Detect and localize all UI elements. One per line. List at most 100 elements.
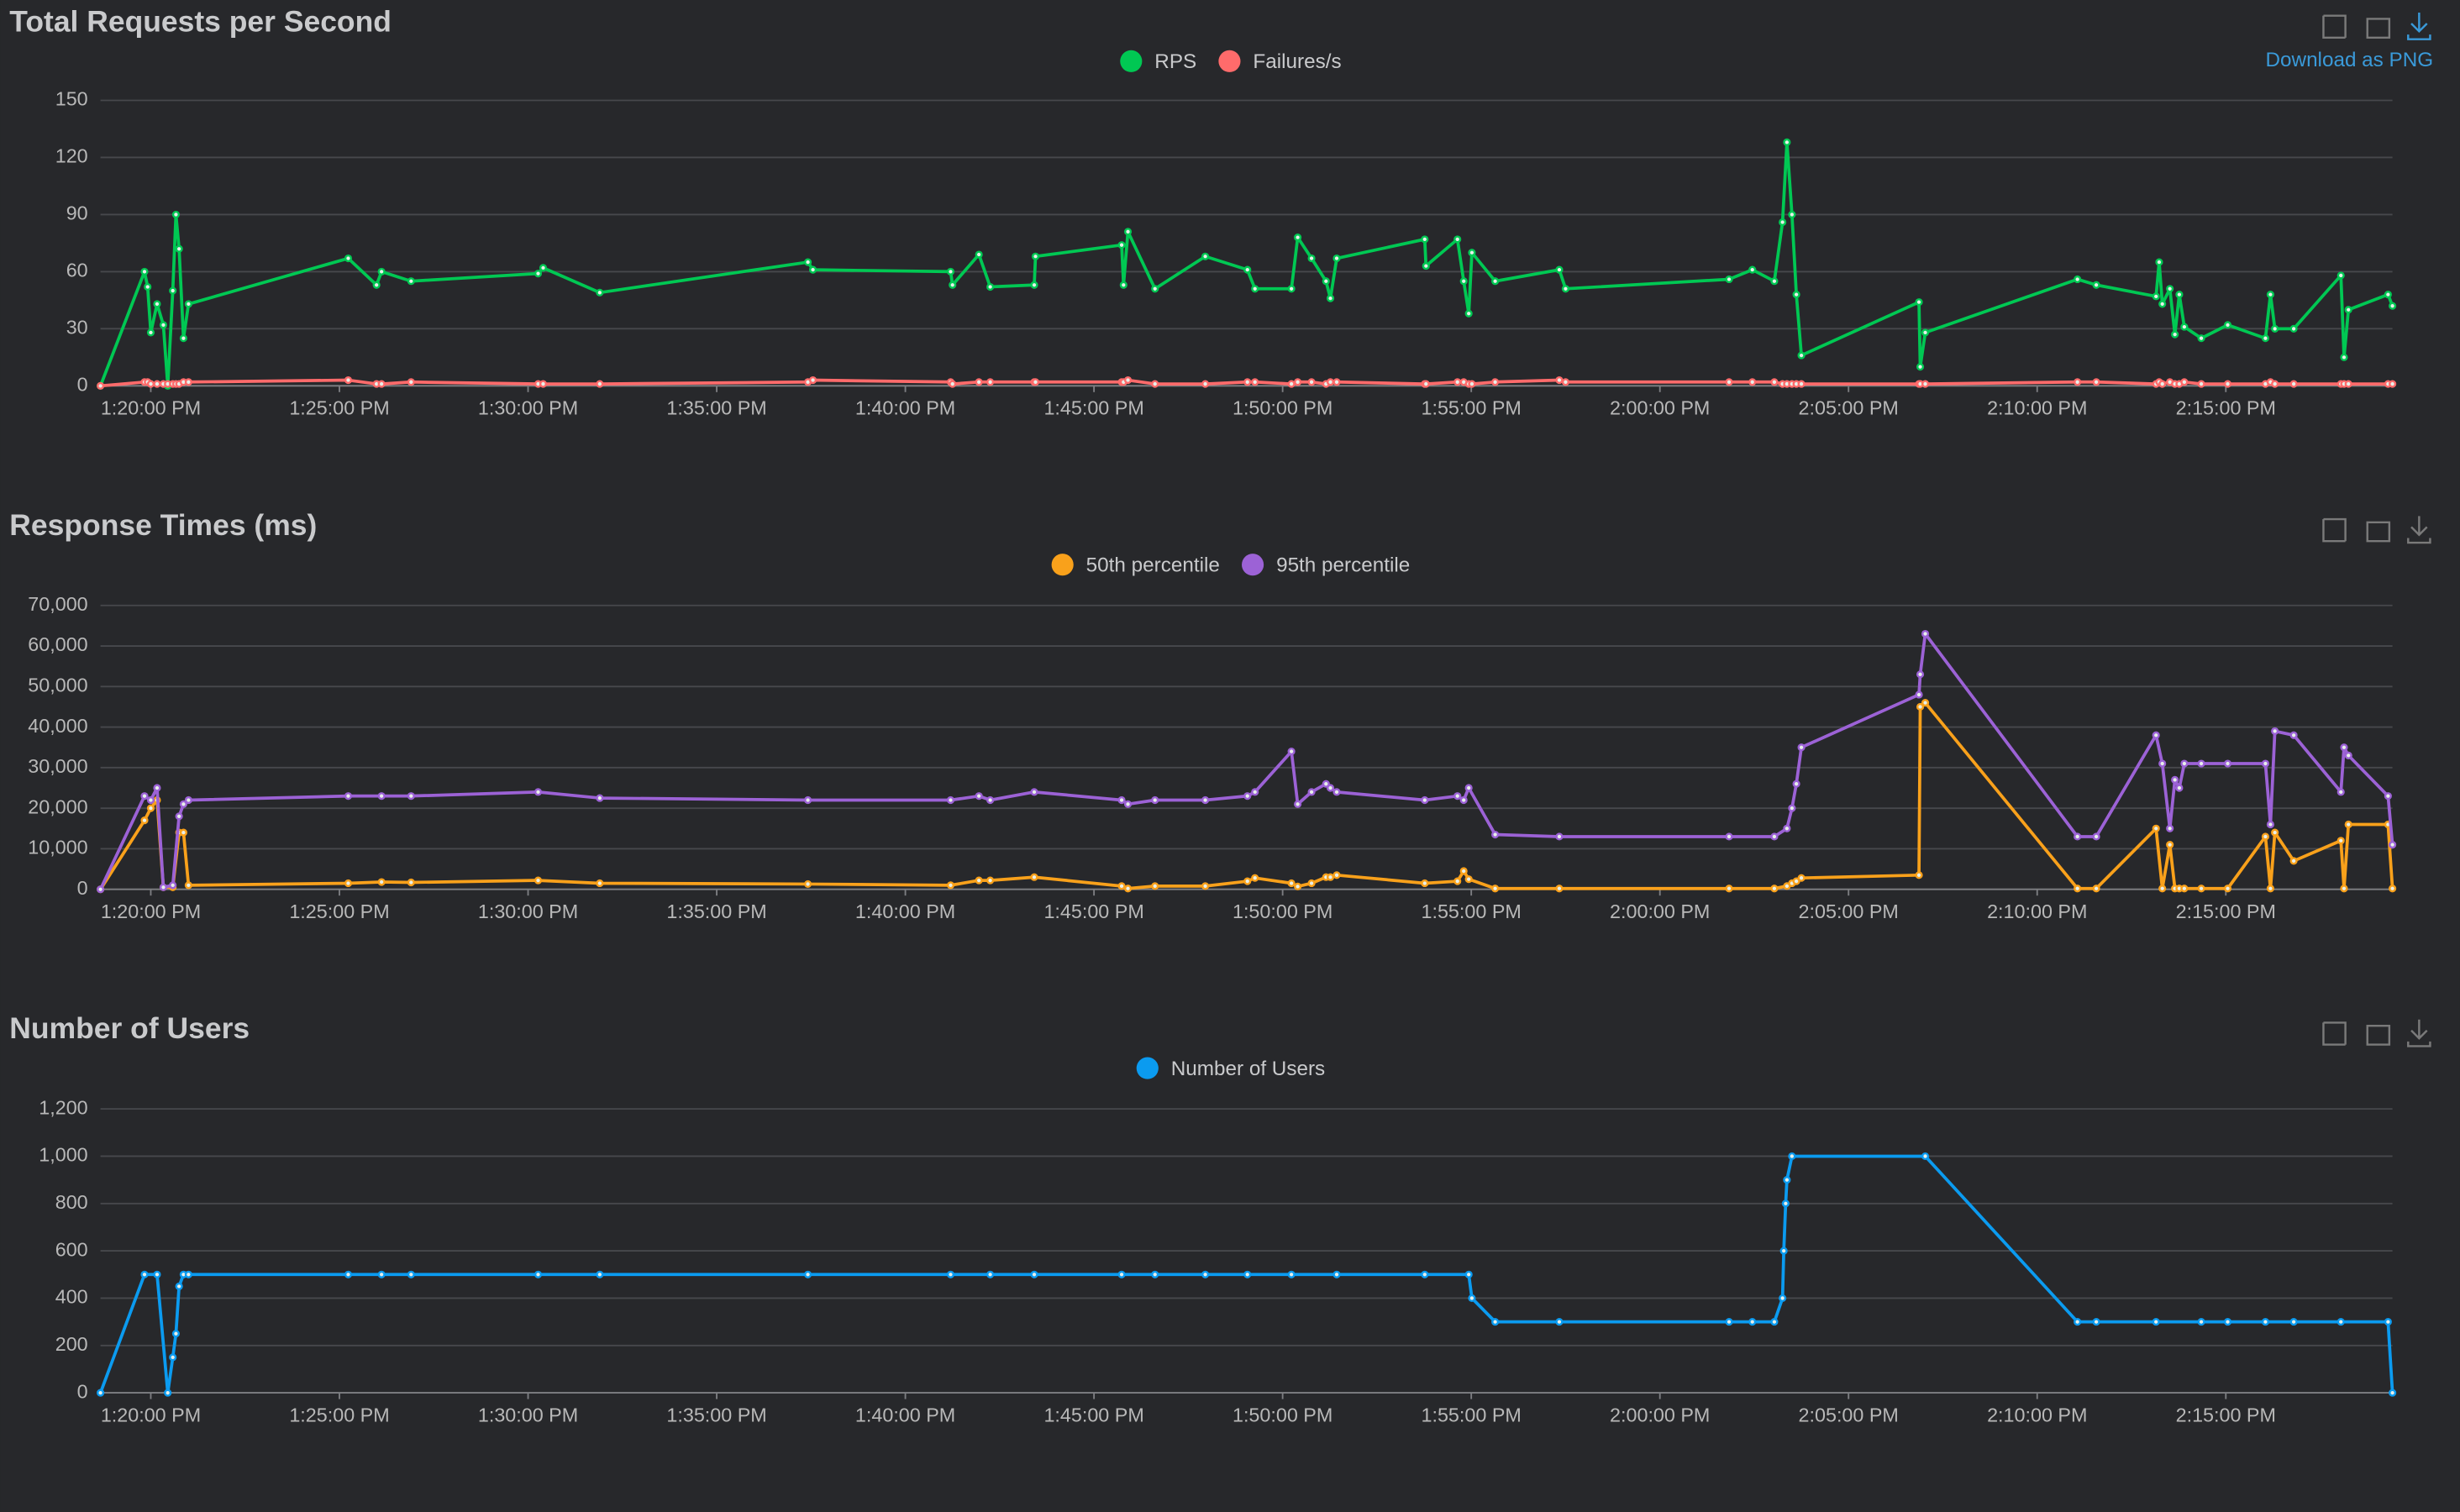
point [534,876,543,885]
point [946,881,955,890]
point [1725,832,1733,841]
point [1294,800,1302,808]
zoom-icon[interactable] [2322,517,2347,543]
zoom-icon[interactable] [2322,1021,2347,1046]
point [1307,254,1316,263]
point [1332,378,1341,386]
point [1287,380,1296,388]
point [1770,1318,1779,1326]
point [1770,832,1779,841]
point [1453,877,1462,885]
point [344,792,353,801]
point [2197,885,2205,893]
zoom-icon[interactable] [2322,14,2347,39]
point [1464,1270,1473,1278]
point [986,1270,995,1278]
point [171,210,180,219]
point [539,264,548,272]
point [377,380,386,388]
point [1251,874,1259,882]
point [164,1389,172,1397]
point [1031,252,1040,260]
point [534,1270,543,1278]
point [949,281,957,289]
x-tick-label: 1:30:00 PM [478,900,578,922]
restore-icon[interactable] [2366,18,2391,39]
point [1201,882,1210,890]
point [1491,885,1500,893]
point [2171,775,2179,784]
download-icon[interactable] [2407,12,2431,40]
point [1287,879,1296,888]
point [1422,262,1430,270]
legend: Number of Users [1136,1057,1325,1080]
point [946,1270,955,1278]
point [1788,804,1796,812]
point [146,804,155,812]
chart: Total Requests per Second 0 30 60 90 120 150 1:… [9,4,2397,419]
point [2271,727,2279,735]
point [2158,759,2167,768]
point [2336,837,2345,845]
point [2384,291,2392,299]
y-tick-label: 600 [55,1238,88,1260]
x-tick-label: 1:45:00 PM [1043,900,1143,922]
point [1770,277,1779,286]
point [1322,277,1330,286]
download-icon-shape [2407,12,2431,40]
point [2271,380,2279,388]
point [2336,788,2345,796]
point [2180,378,2189,386]
point [179,828,187,837]
x-tick-label: 1:30:00 PM [478,1404,578,1425]
point [1915,871,1923,879]
point [1555,1318,1564,1326]
point [1555,265,1564,274]
y-tick-label: 60,000 [28,633,87,655]
point [2261,1318,2270,1326]
point [975,792,983,801]
y-tick-label: 70,000 [28,593,87,615]
x-tick-label: 1:35:00 PM [666,900,766,922]
x-tick-label: 1:40:00 PM [855,900,955,922]
point [1030,873,1038,881]
x-tick-label: 1:40:00 PM [855,397,955,419]
point [2289,1318,2298,1326]
point [2197,380,2205,388]
point [344,375,353,385]
point [2389,1389,2397,1397]
point [1725,885,1733,893]
x-tick-label: 1:50:00 PM [1233,1404,1332,1425]
point [184,795,192,805]
point [1251,285,1259,293]
point [1287,285,1296,293]
download-icon[interactable] [2407,1019,2431,1047]
point [596,288,604,297]
point [1915,690,1923,699]
point [2289,857,2298,865]
restore-icon[interactable] [2366,1024,2391,1046]
point [1287,1270,1296,1278]
restore-icon[interactable] [2366,521,2391,543]
point [1464,875,1473,884]
point [2344,820,2352,829]
point [1453,235,1462,244]
y-tick-label: 1,200 [39,1096,87,1118]
point [2197,334,2205,343]
point [184,300,192,308]
point [153,380,161,388]
x-tick-label: 1:20:00 PM [101,900,201,922]
point [407,878,415,887]
point [2289,324,2298,333]
point [808,265,817,274]
point [169,286,177,295]
y-tick-label: 90 [66,202,88,224]
point [2155,258,2163,266]
point [2166,841,2174,849]
point [1117,1270,1126,1278]
download-icon[interactable] [2407,516,2431,544]
download-label[interactable]: Download as PNG [2266,49,2434,71]
point [1781,1200,1790,1208]
point [2266,885,2274,893]
